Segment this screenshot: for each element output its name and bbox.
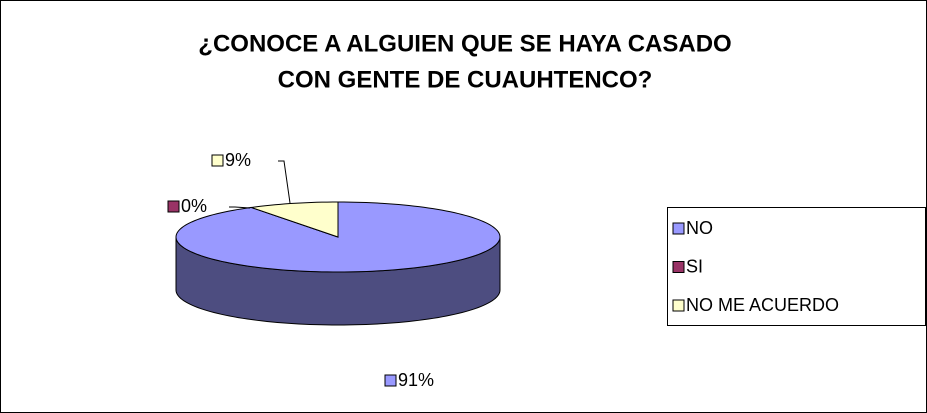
- label-swatch: [384, 374, 397, 387]
- data-label: 9%: [225, 150, 251, 170]
- legend-label: NO: [686, 218, 713, 238]
- leader-line: [229, 206, 251, 209]
- legend-label: NO ME ACUERDO: [686, 295, 839, 315]
- legend-swatch: [672, 222, 685, 235]
- data-label: 0%: [181, 196, 207, 216]
- label-swatch: [167, 200, 180, 213]
- chart-title: CON GENTE DE CUAUHTENCO?: [278, 66, 653, 93]
- legend-box: [667, 207, 926, 326]
- legend-swatch: [672, 261, 685, 273]
- leader-line: [278, 160, 291, 204]
- pie-slice: [251, 201, 339, 238]
- label-swatch: [211, 154, 224, 167]
- legend-label: SI: [686, 256, 703, 276]
- data-label: 91%: [398, 370, 434, 390]
- chart-title: ¿CONOCE A ALGUIEN QUE SE HAYA CASADO: [198, 30, 731, 57]
- legend-swatch: [672, 299, 685, 312]
